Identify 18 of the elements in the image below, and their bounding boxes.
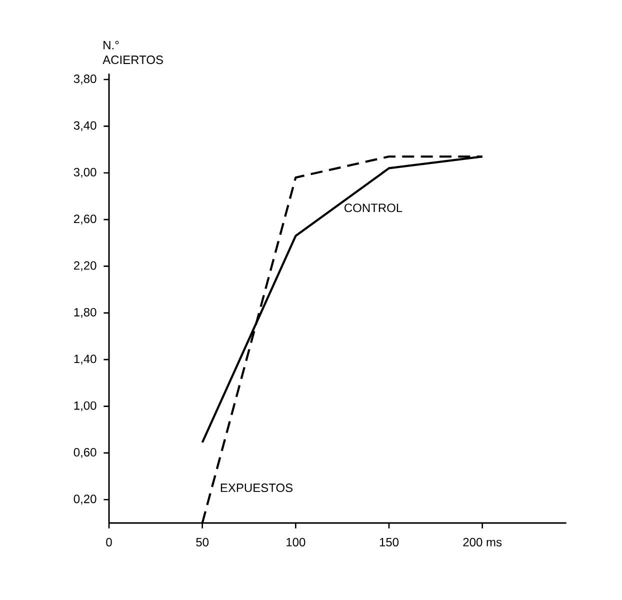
y-tick-label: 2,20 — [74, 261, 96, 272]
y-tick-label: 3,00 — [74, 168, 96, 178]
x-tick-label: 100 — [286, 538, 306, 546]
y-tick-label: 1,00 — [74, 401, 96, 412]
series-label: CONTROL — [344, 204, 402, 212]
y-tick-label: 0,60 — [74, 448, 96, 458]
y-axis-title: N.° ACIERTOS — [102, 40, 163, 64]
y-tick-label: 1,80 — [74, 308, 96, 318]
series-label: EXPUESTOS — [220, 484, 293, 492]
y-tick-label: 3,80 — [74, 74, 96, 84]
y-tick-label: 0,20 — [74, 494, 96, 505]
x-tick-label: 0 — [106, 538, 112, 546]
y-tick-label: 3,40 — [74, 121, 96, 132]
y-tick-label: 1,40 — [74, 354, 96, 365]
x-tick-label: 50 — [196, 538, 209, 546]
x-tick-label: 200 ms — [463, 538, 502, 546]
x-tick-label: 150 — [380, 538, 399, 546]
y-tick-label: 2,60 — [74, 214, 96, 224]
